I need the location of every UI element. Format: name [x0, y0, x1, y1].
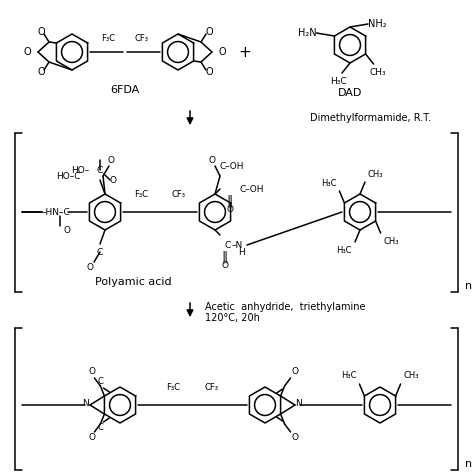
Text: F₃C: F₃C — [101, 34, 115, 43]
Text: n: n — [465, 459, 472, 469]
Text: H₃C: H₃C — [341, 372, 356, 381]
Text: F₃C: F₃C — [134, 190, 148, 199]
Text: ‖: ‖ — [222, 250, 228, 264]
Text: O: O — [221, 261, 228, 270]
Text: +: + — [238, 45, 251, 60]
Text: C–OH: C–OH — [220, 162, 245, 171]
Text: O: O — [205, 67, 213, 77]
Text: NH₂: NH₂ — [368, 19, 386, 29]
Text: HO–: HO– — [71, 165, 89, 174]
Text: N: N — [82, 399, 90, 408]
Text: C: C — [98, 377, 103, 386]
Text: CH₃: CH₃ — [403, 372, 419, 381]
Text: O: O — [291, 367, 298, 376]
Text: F₃C: F₃C — [166, 383, 181, 392]
Text: O: O — [37, 67, 45, 77]
Text: CF₃: CF₃ — [172, 190, 186, 199]
Text: CF₃: CF₃ — [135, 34, 149, 43]
Text: O: O — [108, 155, 115, 164]
Text: ‖: ‖ — [227, 194, 233, 208]
Text: H₂N: H₂N — [298, 28, 317, 38]
Text: O: O — [86, 264, 93, 273]
Text: O: O — [209, 155, 216, 164]
Text: n: n — [465, 281, 472, 291]
Text: CH₃: CH₃ — [369, 67, 386, 76]
Text: DAD: DAD — [338, 88, 362, 98]
Text: O: O — [205, 27, 213, 37]
Text: O: O — [89, 434, 96, 443]
Text: C–OH: C–OH — [240, 184, 264, 193]
Text: N: N — [296, 399, 302, 408]
Text: –HN–C: –HN–C — [42, 208, 71, 217]
Text: O: O — [37, 27, 45, 37]
Text: H: H — [238, 247, 246, 256]
Text: –N: –N — [232, 240, 243, 249]
Text: Acetic  anhydride,  triethylamine: Acetic anhydride, triethylamine — [205, 302, 365, 312]
Text: C: C — [97, 165, 103, 174]
Text: O: O — [291, 434, 298, 443]
Text: CH₃: CH₃ — [383, 237, 399, 246]
Text: O: O — [23, 47, 31, 57]
Text: H₃C: H₃C — [330, 76, 346, 85]
Text: O: O — [227, 204, 234, 213]
Text: CF₃: CF₃ — [204, 383, 219, 392]
Text: O: O — [219, 47, 227, 57]
Text: Dimethylformamide, R.T.: Dimethylformamide, R.T. — [310, 113, 431, 123]
Text: CH₃: CH₃ — [368, 170, 383, 179]
Text: O: O — [89, 367, 96, 376]
Text: O: O — [64, 226, 71, 235]
Text: H₃C: H₃C — [321, 179, 337, 188]
Text: 6FDA: 6FDA — [110, 85, 140, 95]
Text: O: O — [109, 175, 117, 184]
Text: 120°C, 20h: 120°C, 20h — [205, 313, 260, 323]
Text: C: C — [97, 247, 103, 256]
Text: C: C — [225, 240, 231, 249]
Text: C: C — [98, 423, 103, 432]
Text: Polyamic acid: Polyamic acid — [95, 277, 172, 287]
Text: H₃C: H₃C — [337, 246, 352, 255]
Text: HO–C: HO–C — [56, 172, 81, 181]
